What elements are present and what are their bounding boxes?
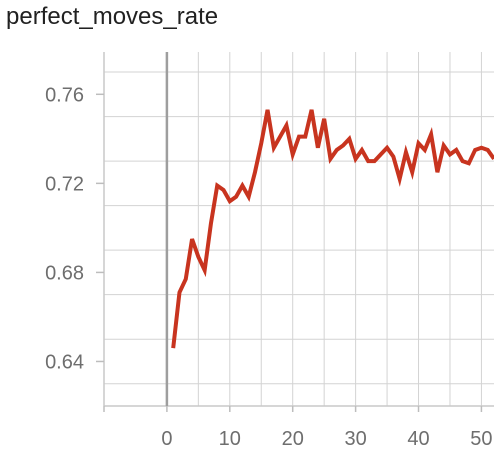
x-tick-label: 40: [407, 428, 429, 450]
tick-labels: 0.64 0.68 0.72 0.76 0 10 20 30 40 50: [45, 84, 492, 450]
chart-axes: [96, 52, 494, 412]
x-tick-label: 10: [219, 428, 241, 450]
y-tick-label: 0.68: [45, 262, 84, 284]
series-line: [171, 109, 494, 349]
y-tick-label: 0.72: [45, 173, 84, 195]
series-layer: [171, 109, 494, 349]
x-tick-label: 50: [470, 428, 492, 450]
x-tick-label: 20: [282, 428, 304, 450]
x-tick-label: 30: [344, 428, 366, 450]
y-tick-label: 0.76: [45, 84, 84, 106]
y-tick-label: 0.64: [45, 351, 84, 373]
x-tick-label: 0: [161, 428, 172, 450]
grid-lines: [104, 52, 494, 406]
chart-title: perfect_moves_rate: [6, 3, 219, 30]
